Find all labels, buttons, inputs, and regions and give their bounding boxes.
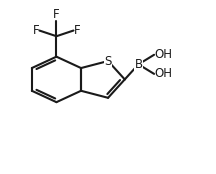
Text: OH: OH: [154, 67, 172, 80]
Text: OH: OH: [154, 48, 172, 61]
Text: B: B: [134, 58, 143, 71]
Text: S: S: [104, 54, 112, 68]
Text: F: F: [33, 24, 39, 37]
Text: F: F: [53, 8, 60, 21]
Text: F: F: [73, 24, 80, 37]
